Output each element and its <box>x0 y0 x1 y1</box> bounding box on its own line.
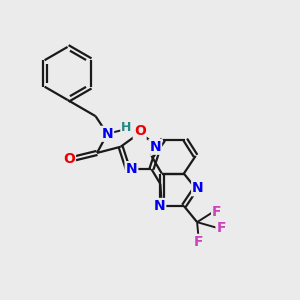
Text: H: H <box>121 122 132 134</box>
Text: N: N <box>101 127 113 141</box>
Text: F: F <box>212 205 222 219</box>
Text: N: N <box>149 140 161 154</box>
Text: N: N <box>126 162 137 176</box>
Text: N: N <box>192 181 204 195</box>
Text: F: F <box>217 221 226 235</box>
Text: N: N <box>154 199 165 213</box>
Text: O: O <box>63 152 75 167</box>
Text: F: F <box>194 235 203 249</box>
Text: O: O <box>134 124 146 138</box>
